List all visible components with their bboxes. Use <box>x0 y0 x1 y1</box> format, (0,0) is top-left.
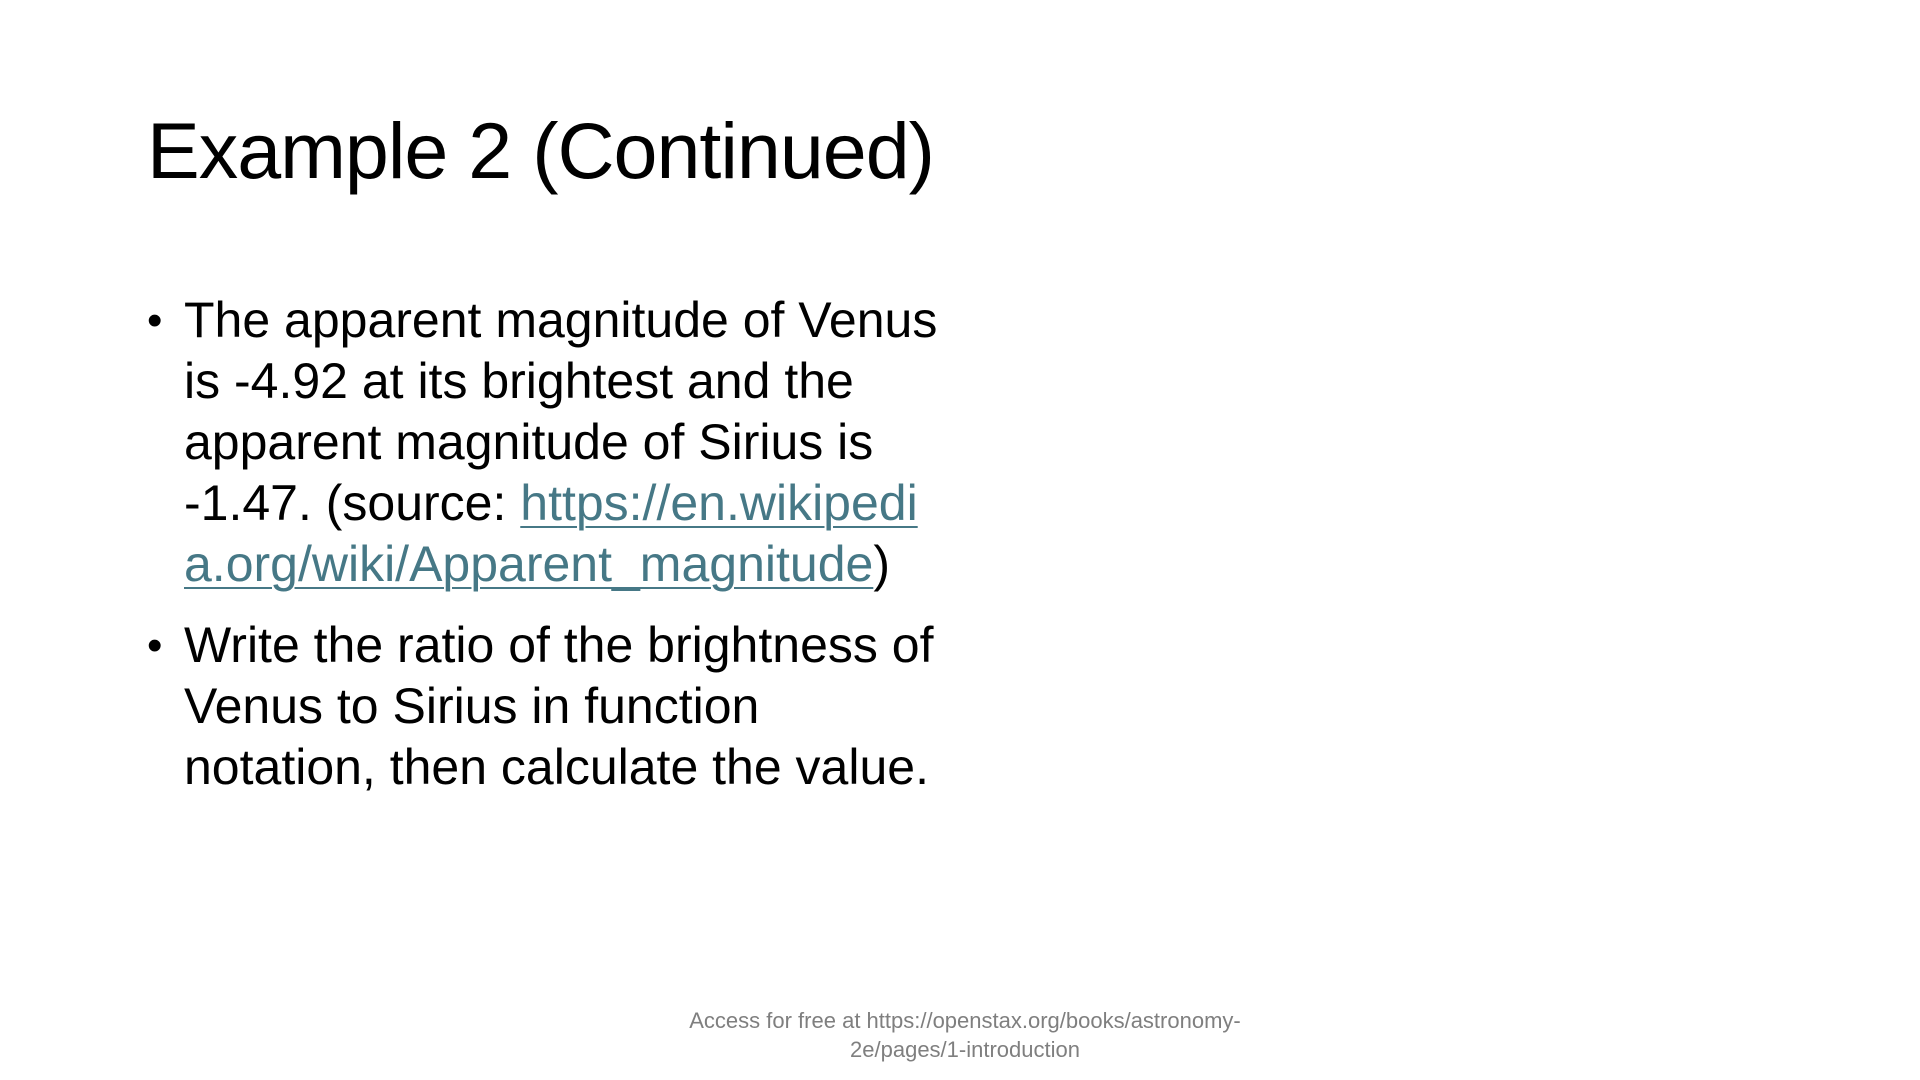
footer-attribution: Access for free at https://openstax.org/… <box>689 1008 1241 1062</box>
bullet-marker: • <box>147 621 163 670</box>
bullet-text-end: ) <box>873 536 890 592</box>
source-link[interactable]: https://en.wikipedia.org/wiki/Apparent_m… <box>184 475 918 592</box>
slide-title: Example 2 (Continued) <box>147 106 935 195</box>
bullet-list: • The apparent magnitude of Venus is -4.… <box>147 290 947 818</box>
bullet-text: Write the ratio of the brightness of Ven… <box>184 617 934 795</box>
bullet-marker: • <box>147 296 163 345</box>
bullet-item-instructions: • Write the ratio of the brightness of V… <box>147 615 947 798</box>
bullet-text: The apparent magnitude of Venus is -4.92… <box>184 292 938 531</box>
bullet-item-venus-sirius-magnitudes: • The apparent magnitude of Venus is -4.… <box>147 290 947 595</box>
